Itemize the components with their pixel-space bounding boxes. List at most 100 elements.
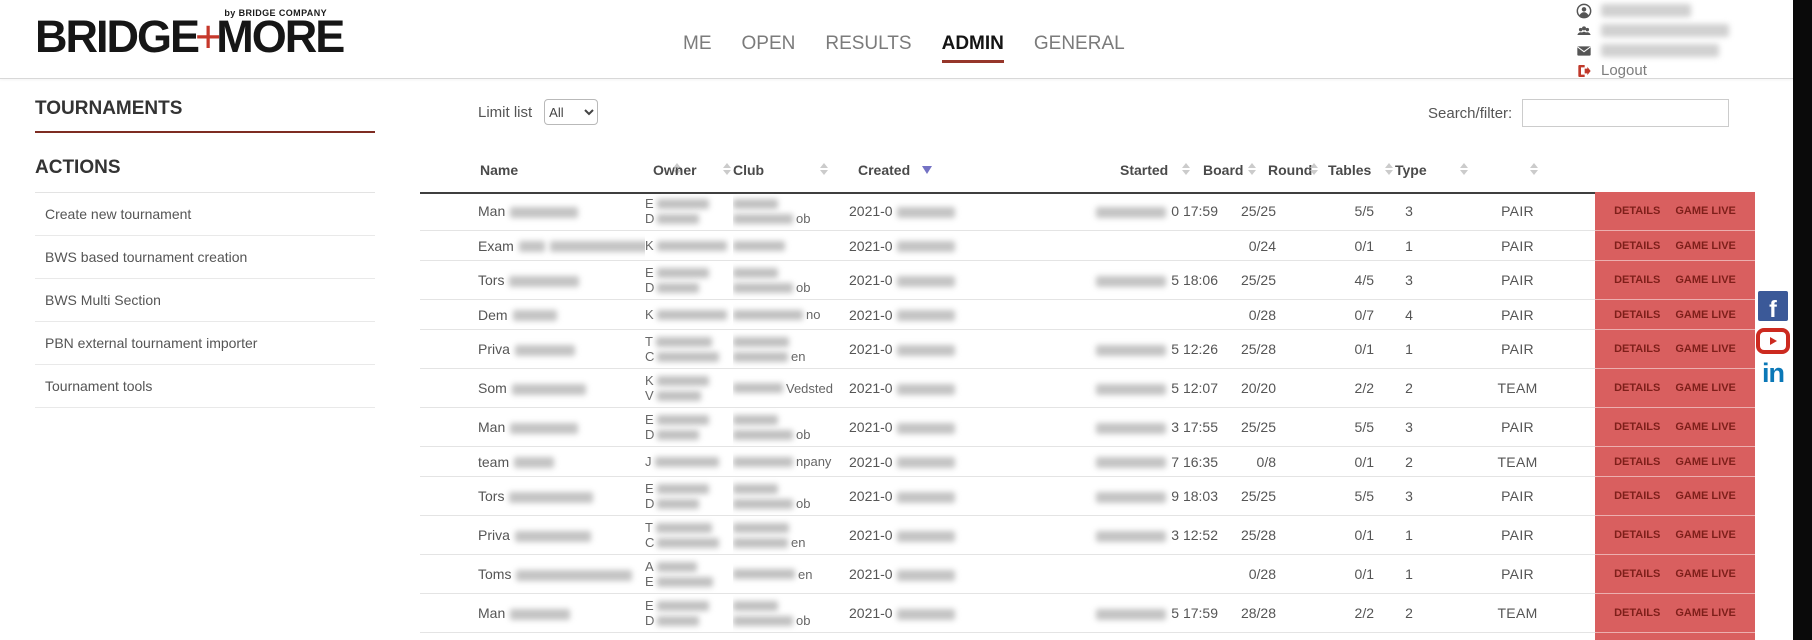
redacted-created-date <box>896 275 955 287</box>
sidebar-item-bws-multi-section[interactable]: BWS Multi Section <box>35 279 375 322</box>
game-live-button[interactable]: GAME LIVE <box>1675 607 1736 619</box>
details-button[interactable]: DETAILS <box>1614 308 1661 321</box>
cell-tables: 1 <box>1378 554 1440 594</box>
cell-club: ob <box>733 593 845 633</box>
row-action-buttons: DETAILS GAME LIVE <box>1595 382 1755 394</box>
sidebar-tab-tournaments[interactable]: TOURNAMENTS <box>35 98 375 133</box>
details-button[interactable]: DETAILS <box>1614 343 1661 355</box>
game-live-button[interactable]: GAME LIVE <box>1675 382 1736 394</box>
owner-line: T <box>645 334 733 349</box>
details-button[interactable]: DETAILS <box>1614 568 1661 580</box>
nav-admin[interactable]: ADMIN <box>941 33 1004 63</box>
logo[interactable]: by BRIDGE COMPANY BRIDGE+MORE <box>35 4 345 68</box>
cell-type: PAIR <box>1440 260 1595 300</box>
game-live-button[interactable]: GAME LIVE <box>1675 308 1736 321</box>
column-header-round[interactable]: Round <box>1268 162 1313 178</box>
game-live-button[interactable]: GAME LIVE <box>1675 274 1736 286</box>
sidebar-section-actions: ACTIONS <box>35 157 375 193</box>
owner-prefix: K <box>645 307 654 322</box>
sidebar-item-tournament-tools[interactable]: Tournament tools <box>35 365 375 408</box>
details-button[interactable]: DETAILS <box>1614 607 1661 619</box>
column-header-name[interactable]: Name <box>480 162 519 178</box>
redacted-name <box>509 275 580 287</box>
cell-actions: DETAILS GAME LIVE <box>1595 192 1755 231</box>
owner-prefix: D <box>645 613 655 628</box>
user-menu-club[interactable] <box>1576 21 1729 40</box>
nav-results[interactable]: RESULTS <box>825 33 912 54</box>
sort-icon[interactable] <box>820 163 828 175</box>
game-live-button[interactable]: GAME LIVE <box>1675 568 1736 580</box>
redacted-club <box>733 309 803 320</box>
cell-board: 25/28 <box>1220 515 1280 555</box>
game-live-button[interactable]: GAME LIVE <box>1675 490 1736 502</box>
nav-open[interactable]: OPEN <box>741 33 796 54</box>
details-button[interactable]: DETAILS <box>1614 529 1661 541</box>
redacted-name <box>516 569 633 581</box>
linkedin-icon[interactable]: in <box>1762 360 1785 387</box>
cell-tables: 3 <box>1378 407 1440 447</box>
column-header-tables[interactable]: Tables <box>1328 162 1372 178</box>
details-button[interactable]: DETAILS <box>1614 382 1661 394</box>
game-live-button[interactable]: GAME LIVE <box>1675 239 1736 252</box>
details-button[interactable]: DETAILS <box>1614 490 1661 502</box>
game-live-button[interactable]: GAME LIVE <box>1675 455 1736 468</box>
game-live-button[interactable]: GAME LIVE <box>1675 343 1736 355</box>
sort-icon[interactable] <box>1385 163 1393 175</box>
sort-icon[interactable] <box>673 163 681 175</box>
nav-general[interactable]: GENERAL <box>1033 33 1125 54</box>
redacted-club <box>733 456 793 467</box>
column-header-club[interactable]: Club <box>733 162 765 178</box>
cell-started: 5 12:07 <box>965 368 1220 408</box>
sort-desc-icon[interactable] <box>922 166 932 174</box>
game-live-button[interactable]: GAME LIVE <box>1675 421 1736 433</box>
game-live-button[interactable]: GAME LIVE <box>1675 529 1736 541</box>
started-time: 5 18:06 <box>1171 272 1218 288</box>
sort-icon[interactable] <box>723 163 731 175</box>
cell-tables: 1 <box>1378 230 1440 261</box>
sidebar-item-create-new-tournament[interactable]: Create new tournament <box>35 193 375 236</box>
details-button[interactable]: DETAILS <box>1614 239 1661 252</box>
search-filter-input[interactable] <box>1522 99 1730 127</box>
redacted-club <box>733 569 795 579</box>
column-header-owner[interactable]: Owner <box>653 162 697 178</box>
cell-round: 0/7 <box>1280 299 1378 330</box>
sidebar-item-bws-based-tournament-creation[interactable]: BWS based tournament creation <box>35 236 375 279</box>
created-date-prefix: 2021-0 <box>849 306 893 323</box>
sidebar-item-pbn-external-tournament-importer[interactable]: PBN external tournament importer <box>35 322 375 365</box>
owner-line: E <box>645 481 733 496</box>
club-line: npany <box>733 454 845 469</box>
user-menu-email[interactable] <box>1576 41 1729 60</box>
cell-board: 25/25 <box>1220 476 1280 516</box>
sort-icon[interactable] <box>1182 163 1190 175</box>
column-header-type[interactable]: Type <box>1395 162 1427 178</box>
cell-created: 2021-0 <box>845 368 965 408</box>
sort-up-arrow-icon <box>1530 163 1538 168</box>
details-button[interactable]: DETAILS <box>1614 455 1661 468</box>
cell-board: 25/28 <box>1220 329 1280 369</box>
sort-icon[interactable] <box>1530 163 1538 175</box>
redacted-created-date <box>896 241 955 253</box>
cell-created: 2021-0 <box>845 554 965 594</box>
column-header-started[interactable]: Started <box>1120 162 1169 178</box>
nav-me[interactable]: ME <box>683 33 712 54</box>
user-menu-profile[interactable] <box>1576 1 1729 20</box>
column-header-board[interactable]: Board <box>1203 162 1244 178</box>
row-action-buttons: DETAILS GAME LIVE <box>1595 529 1755 541</box>
facebook-icon[interactable]: f <box>1758 291 1788 321</box>
sort-down-arrow-icon <box>1310 170 1318 175</box>
user-menu: Logout <box>1576 1 1729 81</box>
redacted-started-date <box>1096 422 1167 434</box>
details-button[interactable]: DETAILS <box>1614 274 1661 286</box>
cell-actions: DETAILS GAME LIVE <box>1595 329 1755 369</box>
sort-icon[interactable] <box>1248 163 1256 175</box>
limit-list-select[interactable]: All <box>544 99 599 125</box>
sort-icon[interactable] <box>1310 163 1318 175</box>
game-live-button[interactable]: GAME LIVE <box>1675 205 1736 217</box>
details-button[interactable]: DETAILS <box>1614 421 1661 433</box>
sort-icon[interactable] <box>1460 163 1468 175</box>
column-header-created[interactable]: Created <box>858 162 911 178</box>
details-button[interactable]: DETAILS <box>1614 205 1661 217</box>
logout-button[interactable]: Logout <box>1576 61 1729 80</box>
table-row: Exam K 2021-0 0/24 0/1 1 PAIR DETAILS GAME LIVE <box>420 230 1755 261</box>
youtube-icon[interactable] <box>1756 328 1790 354</box>
